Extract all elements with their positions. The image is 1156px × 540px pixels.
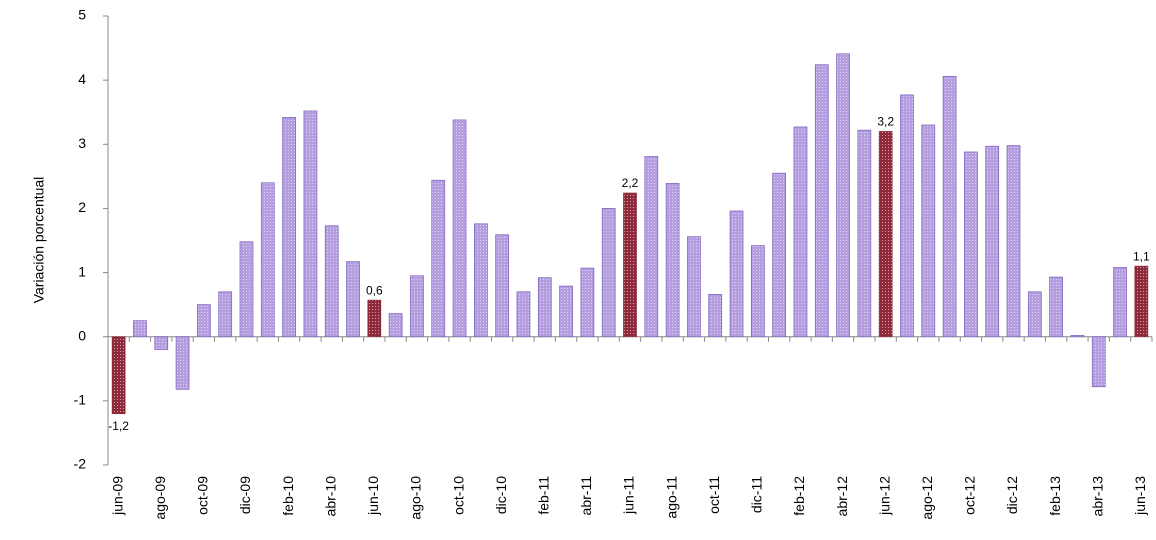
y-tick-label: 3 xyxy=(78,135,86,151)
x-tick-label: ago-09 xyxy=(152,476,168,520)
bar xyxy=(580,267,595,338)
bar xyxy=(1091,336,1106,388)
bar xyxy=(537,277,552,338)
y-axis-label: Variación porcentual xyxy=(31,177,47,304)
x-tick-label: abr-12 xyxy=(834,476,850,517)
bar xyxy=(324,225,339,338)
bar xyxy=(452,119,467,338)
x-tick-label: oct-11 xyxy=(706,476,722,514)
y-tick-label: 4 xyxy=(78,71,86,87)
bar xyxy=(1113,267,1127,338)
x-tick-label: feb-11 xyxy=(535,476,551,515)
x-tick-label: jun-12 xyxy=(876,476,892,516)
x-tick-label: oct-12 xyxy=(962,476,978,515)
bar xyxy=(431,179,446,338)
bar xyxy=(708,294,723,338)
bar xyxy=(282,116,296,338)
bar xyxy=(260,182,275,338)
value-label: 3,2 xyxy=(877,115,894,129)
bar xyxy=(836,53,850,338)
x-tick-label: feb-10 xyxy=(280,476,296,516)
bar xyxy=(1070,335,1085,338)
bar xyxy=(218,291,233,338)
bar xyxy=(644,156,659,338)
bar xyxy=(1027,291,1042,338)
x-tick-label: ago-12 xyxy=(919,476,935,520)
bar xyxy=(559,285,573,338)
bar xyxy=(516,291,531,338)
value-label: 0,6 xyxy=(366,283,383,297)
bar xyxy=(410,275,424,338)
bar xyxy=(878,131,893,338)
x-tick-label: ago-10 xyxy=(408,476,424,520)
y-tick-label: 5 xyxy=(78,7,86,23)
y-tick-label: 0 xyxy=(78,327,86,343)
bar xyxy=(793,126,808,338)
bar xyxy=(623,192,637,338)
bar xyxy=(750,245,765,338)
bar xyxy=(921,124,936,338)
bar xyxy=(495,234,510,338)
bar xyxy=(1049,276,1063,338)
bar xyxy=(985,145,1000,338)
bar xyxy=(388,313,403,338)
bar xyxy=(474,223,488,338)
value-label: -1,2 xyxy=(108,419,129,433)
x-tick-label: jun-09 xyxy=(109,476,125,516)
y-tick-label: -2 xyxy=(74,456,87,472)
x-tick-label: feb-13 xyxy=(1047,476,1063,516)
bar xyxy=(814,64,829,338)
y-tick-label: 1 xyxy=(78,263,86,279)
y-tick-label: 2 xyxy=(78,199,86,215)
x-tick-label: jun-10 xyxy=(365,476,381,516)
bar xyxy=(175,336,190,390)
bar xyxy=(942,75,957,338)
bar xyxy=(964,151,978,338)
bar xyxy=(154,336,169,350)
bar xyxy=(687,236,701,338)
x-tick-label: dic-11 xyxy=(749,476,765,513)
bar xyxy=(1134,265,1149,338)
bar xyxy=(239,241,254,338)
bar xyxy=(665,183,680,338)
value-label: 1,1 xyxy=(1133,249,1150,263)
y-tick-label: -1 xyxy=(74,392,87,408)
x-tick-label: oct-09 xyxy=(195,476,211,515)
x-tick-label: dic-09 xyxy=(237,476,253,514)
bar xyxy=(857,129,872,338)
x-tick-label: ago-11 xyxy=(663,476,679,519)
x-tick-label: abr-11 xyxy=(578,476,594,516)
x-tick-label: abr-10 xyxy=(322,476,338,517)
value-label: 2,2 xyxy=(622,176,639,190)
x-tick-label: dic-10 xyxy=(493,476,509,514)
bar xyxy=(346,261,360,338)
bar xyxy=(367,299,382,338)
x-tick-label: jun-13 xyxy=(1132,476,1148,516)
x-tick-label: dic-12 xyxy=(1004,476,1020,514)
bar xyxy=(303,110,318,338)
bar xyxy=(900,94,914,338)
x-tick-label: feb-12 xyxy=(791,476,807,516)
bar xyxy=(133,320,147,338)
bar xyxy=(1006,145,1021,338)
x-tick-label: oct-10 xyxy=(450,476,466,515)
x-tick-label: abr-13 xyxy=(1089,476,1105,517)
bar xyxy=(111,336,126,415)
bar xyxy=(601,208,616,338)
x-tick-label: jun-11 xyxy=(621,476,637,515)
bar xyxy=(197,304,211,338)
bar xyxy=(772,172,786,338)
bar xyxy=(729,210,744,338)
